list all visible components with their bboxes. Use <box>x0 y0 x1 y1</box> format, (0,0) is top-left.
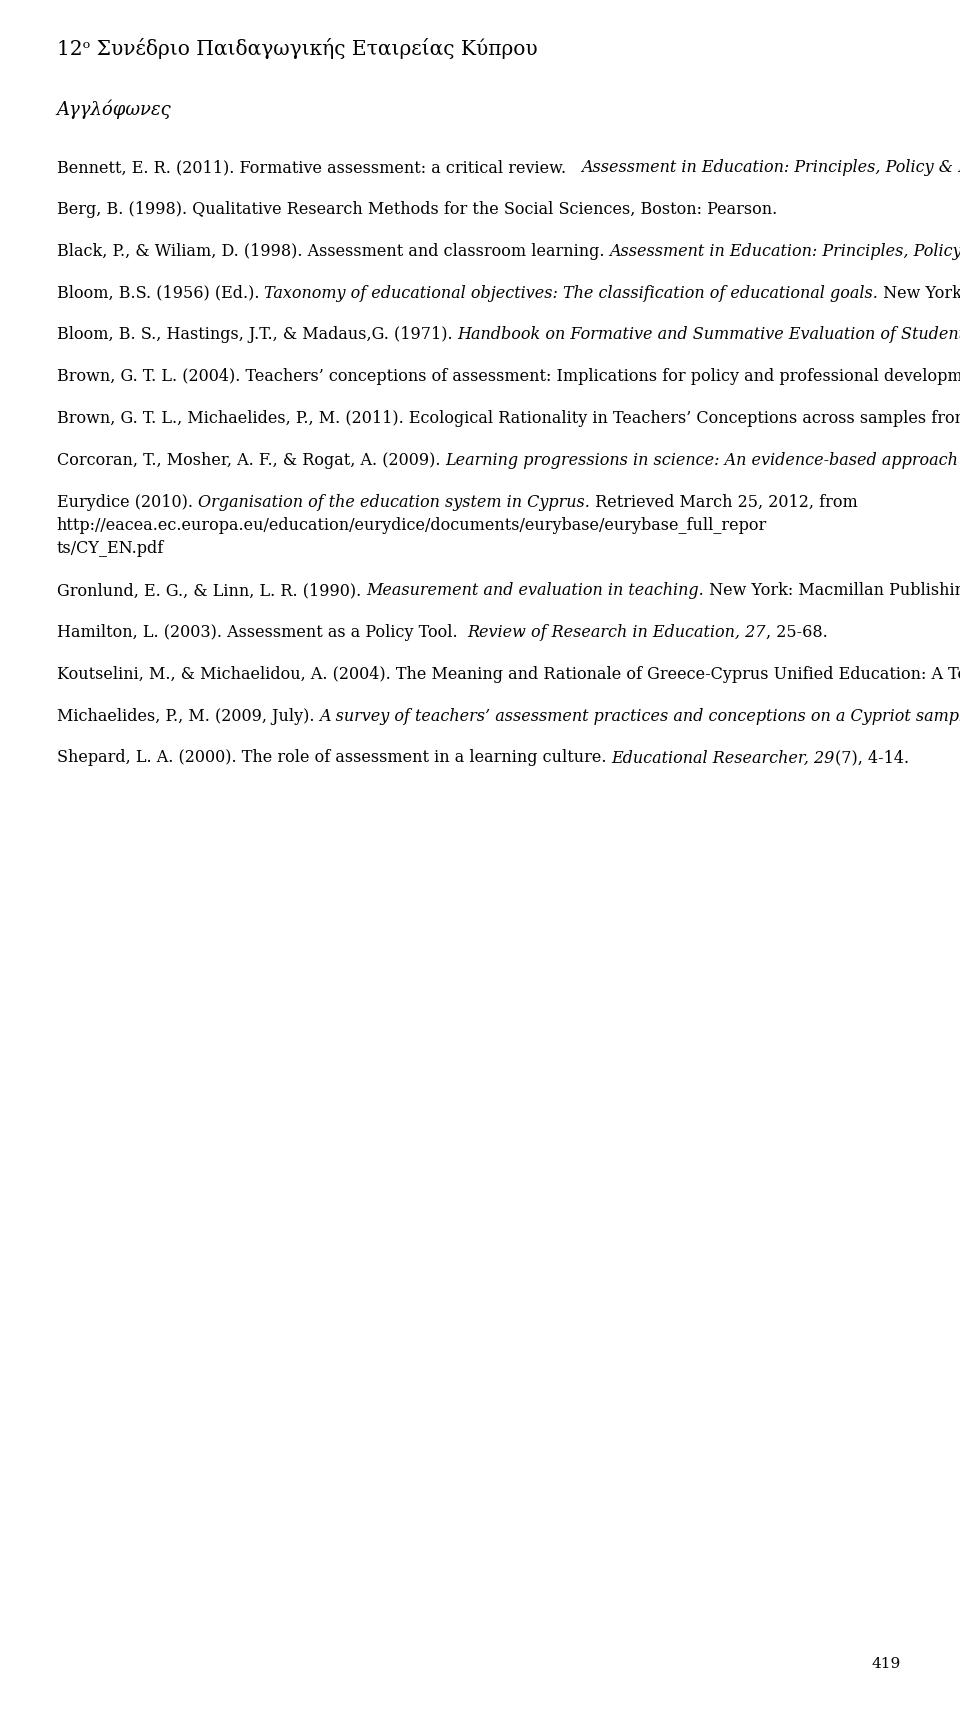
Text: New York: Longmans.: New York: Longmans. <box>878 284 960 301</box>
Text: 12ᵒ Συνέδριο Παιδαγωγικής Εταιρείας Κύπρου: 12ᵒ Συνέδριο Παιδαγωγικής Εταιρείας Κύπρ… <box>57 38 538 58</box>
Text: Learning progressions in science: An evidence-based approach to reform (RR-63).: Learning progressions in science: An evi… <box>445 451 960 468</box>
Text: Black, P., & Wiliam, D. (1998). Assessment and classroom learning.: Black, P., & Wiliam, D. (1998). Assessme… <box>57 243 610 260</box>
Text: Assessment in Education: Principles, Policy & Practice 5: Assessment in Education: Principles, Pol… <box>610 243 960 260</box>
Text: Koutselini, M., & Michaelidou, A. (2004). The Meaning and Rationale of Greece-Cy: Koutselini, M., & Michaelidou, A. (2004)… <box>57 665 960 682</box>
Text: 419: 419 <box>872 1658 900 1671</box>
Text: New York: Macmillan Publishing Company: New York: Macmillan Publishing Company <box>704 581 960 598</box>
Text: Assessment in Education: Principles, Policy & Practice 18: Assessment in Education: Principles, Pol… <box>581 159 960 176</box>
Text: Berg, B. (1998). Qualitative Research Methods for the Social Sciences, Boston: P: Berg, B. (1998). Qualitative Research Me… <box>57 200 777 217</box>
Text: Bennett, E. R. (2011). Formative assessment: a critical review.: Bennett, E. R. (2011). Formative assessm… <box>57 159 581 176</box>
Text: Michaelides, P., M. (2009, July).: Michaelides, P., M. (2009, July). <box>57 708 320 725</box>
Text: Organisation of the education system in Cyprus.: Organisation of the education system in … <box>198 494 589 511</box>
Text: ts/CY_EN.pdf: ts/CY_EN.pdf <box>57 540 164 557</box>
Text: Bloom, B.S. (1956) (Ed.).: Bloom, B.S. (1956) (Ed.). <box>57 284 264 301</box>
Text: Educational Researcher, 29: Educational Researcher, 29 <box>612 749 834 766</box>
Text: Eurydice (2010).: Eurydice (2010). <box>57 494 198 511</box>
Text: Review of Research in Education, 27: Review of Research in Education, 27 <box>468 624 766 641</box>
Text: Hamilton, L. (2003). Assessment as a Policy Tool.: Hamilton, L. (2003). Assessment as a Pol… <box>57 624 468 641</box>
Text: (7), 4-14.: (7), 4-14. <box>834 749 909 766</box>
Text: Αγγλόφωνες: Αγγλόφωνες <box>57 99 172 118</box>
Text: Bloom, B. S., Hastings, J.T., & Madaus,G. (1971).: Bloom, B. S., Hastings, J.T., & Madaus,G… <box>57 326 457 344</box>
Text: Brown, G. T. L. (2004). Teachers’ conceptions of assessment: Implications for po: Brown, G. T. L. (2004). Teachers’ concep… <box>57 367 960 385</box>
Text: , 25-68.: , 25-68. <box>766 624 828 641</box>
Text: Taxonomy of educational objectives: The classification of educational goals.: Taxonomy of educational objectives: The … <box>264 284 878 301</box>
Text: Measurement and evaluation in teaching.: Measurement and evaluation in teaching. <box>366 581 704 598</box>
Text: Handbook on Formative and Summative Evaluation of Student Learning.: Handbook on Formative and Summative Eval… <box>457 326 960 344</box>
Text: http://eacea.ec.europa.eu/education/eurydice/documents/eurybase/eurybase_full_re: http://eacea.ec.europa.eu/education/eury… <box>57 516 767 533</box>
Text: Shepard, L. A. (2000). The role of assessment in a learning culture.: Shepard, L. A. (2000). The role of asses… <box>57 749 612 766</box>
Text: Corcoran, T., Mosher, A. F., & Rogat, A. (2009).: Corcoran, T., Mosher, A. F., & Rogat, A.… <box>57 451 445 468</box>
Text: Gronlund, E. G., & Linn, L. R. (1990).: Gronlund, E. G., & Linn, L. R. (1990). <box>57 581 366 598</box>
Text: Brown, G. T. L., Michaelides, P., M. (2011). Ecological Rationality in Teachers’: Brown, G. T. L., Michaelides, P., M. (20… <box>57 410 960 427</box>
Text: Retrieved March 25, 2012, from: Retrieved March 25, 2012, from <box>589 494 857 511</box>
Text: A survey of teachers’ assessment practices and conceptions on a Cypriot sample.: A survey of teachers’ assessment practic… <box>320 708 960 725</box>
